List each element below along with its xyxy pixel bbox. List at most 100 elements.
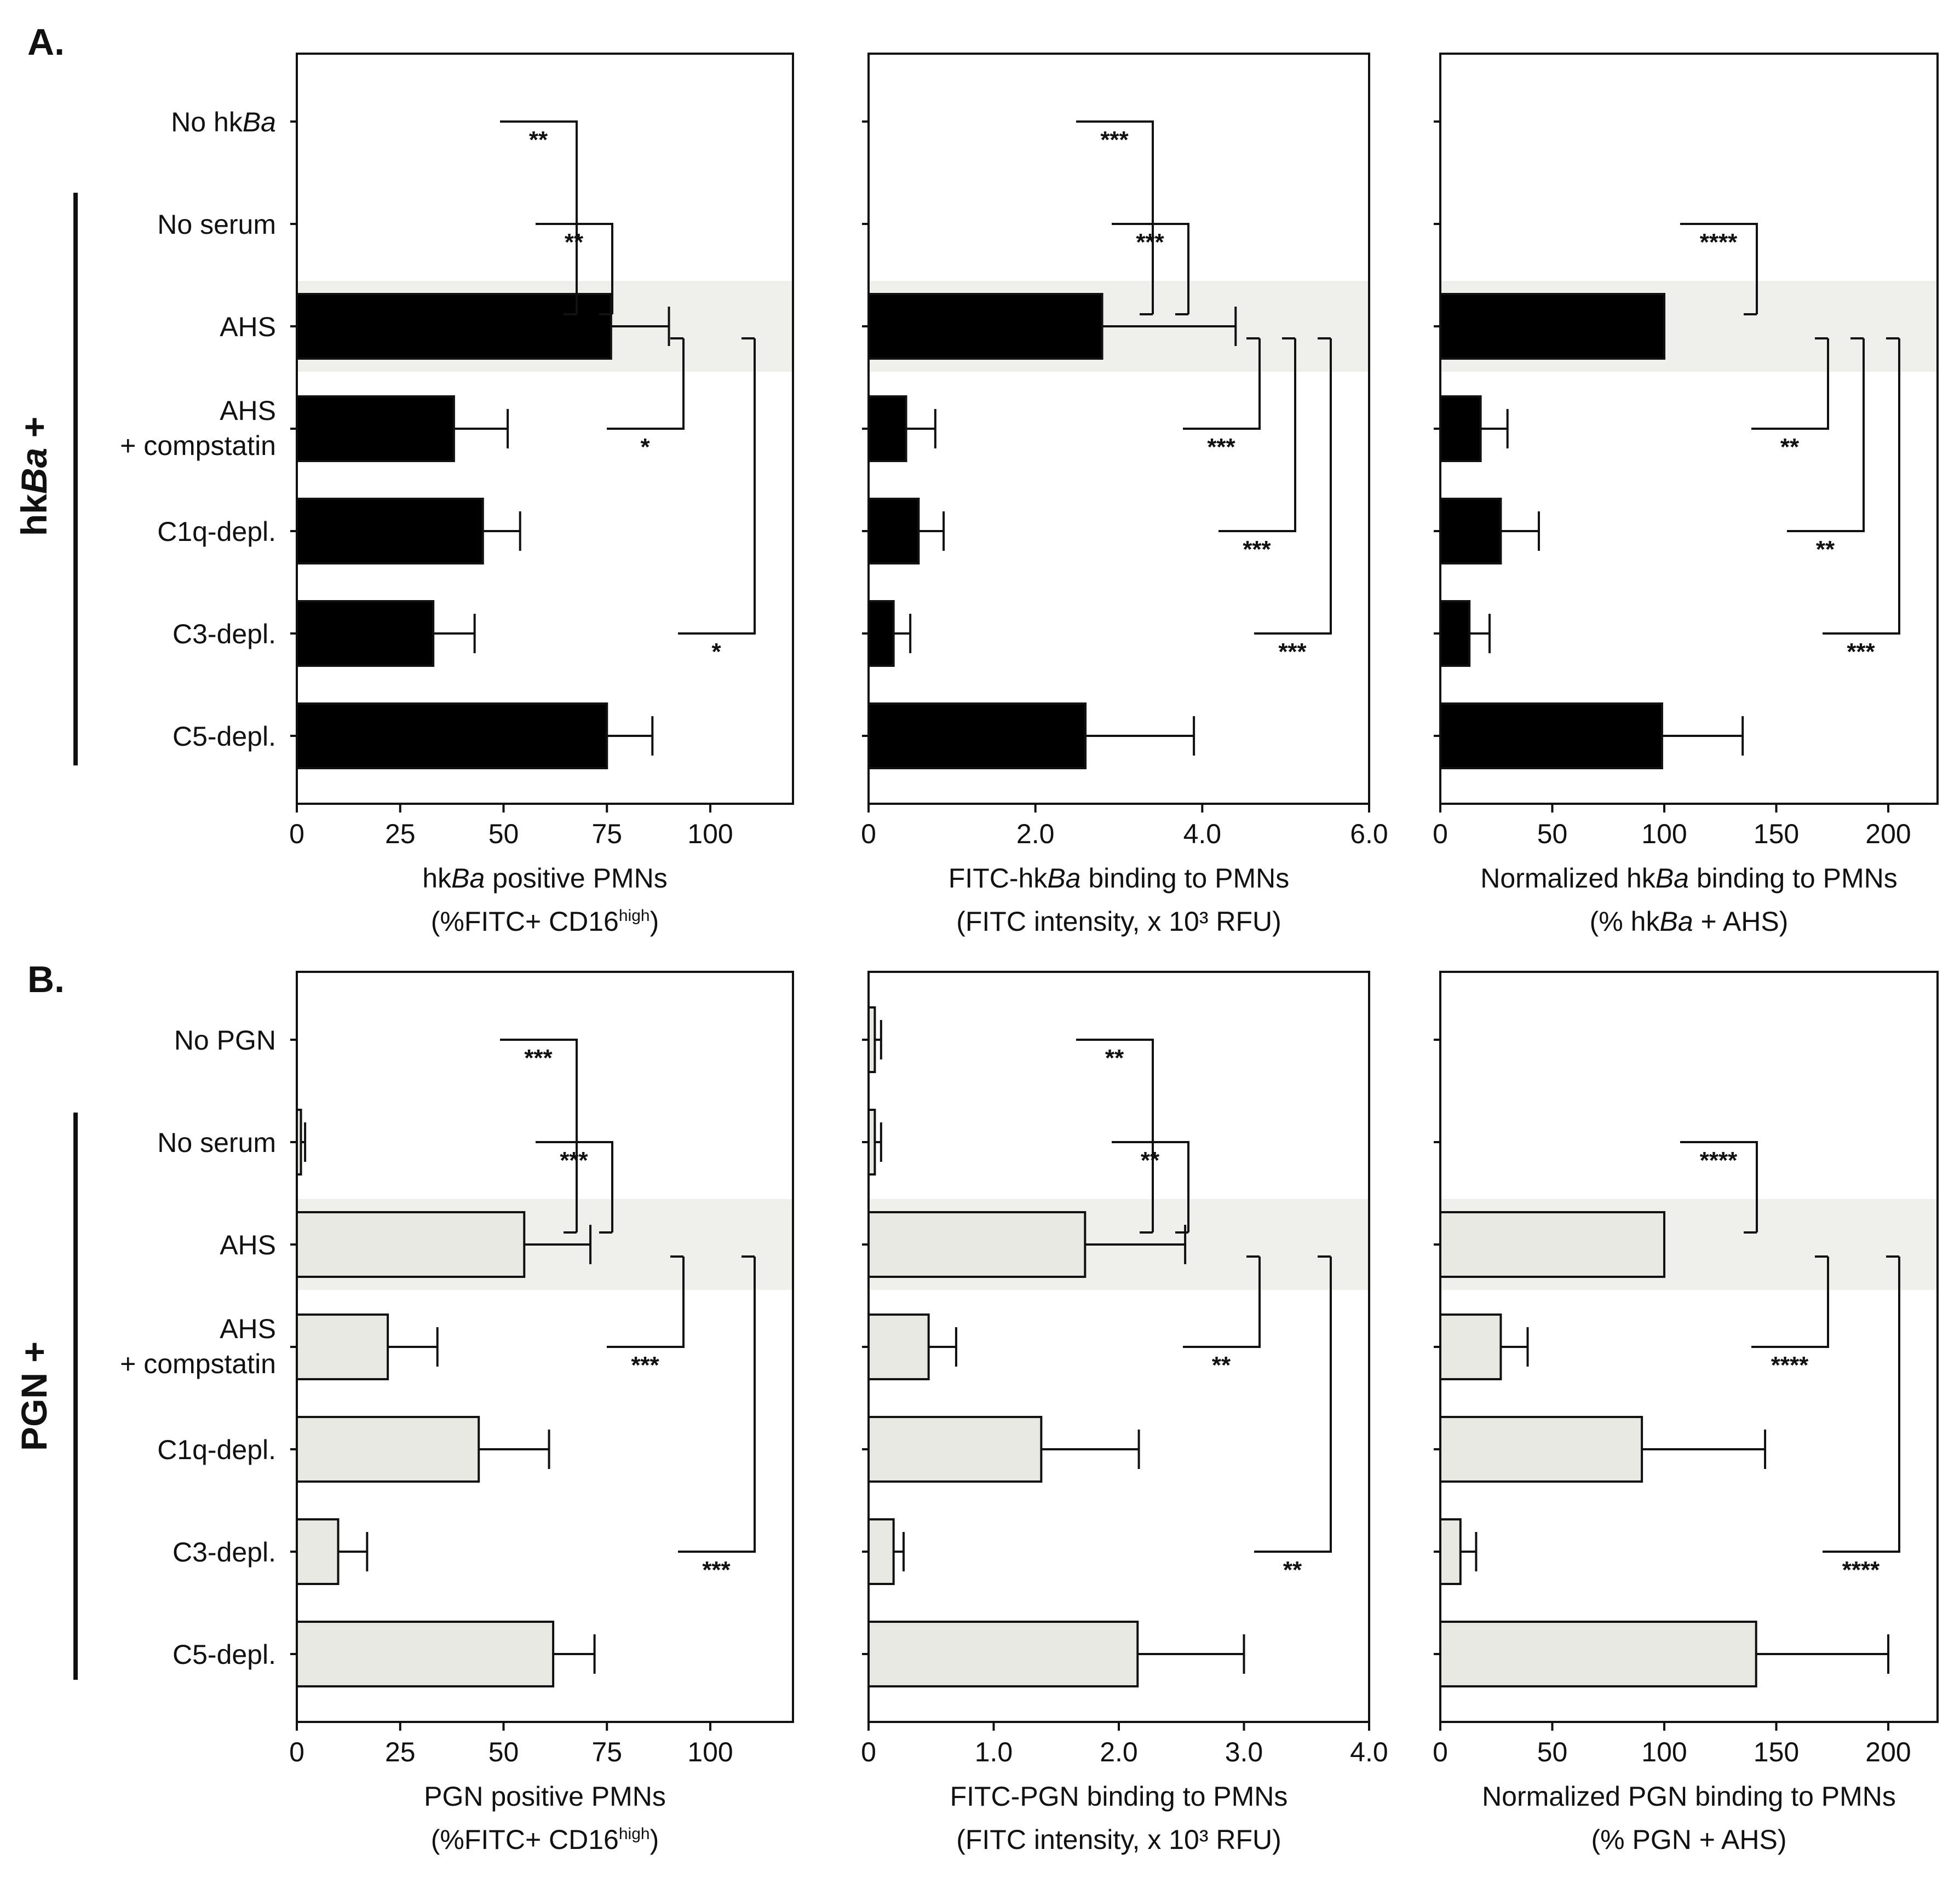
x-tick-label: 150 <box>1754 819 1799 849</box>
bar <box>1439 1211 1666 1278</box>
text-segment: AHS <box>220 1313 276 1344</box>
x-tick-label: 75 <box>591 1737 622 1767</box>
significance-label: *** <box>1847 638 1875 665</box>
significance-label: *** <box>1136 229 1164 256</box>
x-tick-label: 0 <box>861 819 876 849</box>
significance-bracket <box>1183 1257 1261 1348</box>
category-label: AHS <box>220 312 276 342</box>
x-tick-label: 200 <box>1865 1737 1911 1767</box>
significance-label: * <box>640 434 650 460</box>
x-tick-label: 4.0 <box>1183 819 1222 849</box>
x-axis-title: Normalized hkBa binding to PMNs <box>1480 863 1897 894</box>
x-tick-label: 0 <box>289 1737 304 1767</box>
significance-label: *** <box>1243 536 1271 563</box>
significance-bracket <box>1823 1257 1900 1553</box>
bar <box>296 702 608 769</box>
x-tick-label: 1.0 <box>975 1737 1013 1767</box>
group-b-label: PGN + <box>14 1341 54 1451</box>
x-tick-label: 3.0 <box>1225 1737 1263 1767</box>
significance-bracket <box>1680 223 1758 314</box>
text-segment: C1q-depl. <box>157 1434 276 1465</box>
significance-bracket <box>1254 1257 1332 1553</box>
text-segment: (% PGN + AHS) <box>1591 1824 1786 1855</box>
bar <box>867 1109 876 1176</box>
significance-label: *** <box>702 1557 731 1583</box>
bar <box>867 1313 930 1380</box>
text-segment: positive PMNs <box>485 863 667 894</box>
text-segment: PGN positive PMNs <box>424 1781 666 1812</box>
significance-bracket <box>1680 1141 1758 1232</box>
significance-label: ** <box>529 126 548 153</box>
text-segment: FITC-hk <box>949 863 1048 894</box>
x-tick-label: 6.0 <box>1350 819 1388 849</box>
significance-label: *** <box>631 1352 659 1379</box>
x-tick-label: 2.0 <box>1100 1737 1138 1767</box>
bar <box>1439 1416 1643 1483</box>
bar <box>867 1006 876 1073</box>
bar <box>296 600 435 667</box>
significance-bracket <box>1112 223 1189 314</box>
significance-label: *** <box>1278 638 1307 665</box>
text-segment: FITC-PGN binding to PMNs <box>950 1781 1288 1812</box>
category-label: No hkBa <box>171 107 276 137</box>
x-axis-subtitle: (FITC intensity, x 10³ RFU) <box>956 906 1281 937</box>
x-tick-label: 0 <box>1433 1737 1448 1767</box>
significance-bracket <box>1787 338 1865 532</box>
category-label: + compstatin <box>120 430 276 461</box>
significance-label: ** <box>565 229 584 256</box>
x-tick-label: 4.0 <box>1350 1737 1388 1767</box>
significance-bracket <box>500 120 578 314</box>
category-label: AHS <box>220 1313 276 1344</box>
x-tick-label: 100 <box>687 1737 733 1767</box>
x-tick-label: 50 <box>488 819 519 849</box>
x-axis-title: FITC-hkBa binding to PMNs <box>949 863 1289 894</box>
significance-label: **** <box>1700 229 1738 256</box>
italic-segment: Ba <box>1047 863 1080 894</box>
bar <box>867 498 920 564</box>
significance-bracket <box>678 338 756 635</box>
category-label: C5-depl. <box>173 721 276 752</box>
bar <box>296 395 455 462</box>
category-label: C5-depl. <box>173 1639 276 1670</box>
text-segment: (FITC intensity, x 10³ RFU) <box>956 1824 1281 1855</box>
group-a-label-plus: + <box>14 417 54 448</box>
significance-bracket <box>607 1257 685 1348</box>
bar <box>1439 1518 1462 1585</box>
significance-label: ** <box>1212 1352 1231 1379</box>
text-segment: No PGN <box>174 1025 276 1056</box>
significance-bracket <box>1751 338 1829 430</box>
text-segment: C5-depl. <box>173 1639 276 1670</box>
category-label: C3-depl. <box>173 1537 276 1568</box>
x-tick-label: 200 <box>1865 819 1911 849</box>
panel-a-label: A. <box>27 21 65 63</box>
x-tick-label: 0 <box>289 819 304 849</box>
bar <box>1439 498 1502 564</box>
text-segment: C3-depl. <box>173 619 276 649</box>
bar <box>867 1621 1139 1687</box>
bar <box>867 395 907 462</box>
category-label: No serum <box>157 209 276 240</box>
text-segment: hk <box>422 863 452 894</box>
text-segment: No serum <box>157 1127 276 1158</box>
x-axis-title: hkBa positive PMNs <box>422 863 667 894</box>
category-label: AHS <box>220 395 276 426</box>
category-label: No serum <box>157 1127 276 1158</box>
x-tick-label: 100 <box>687 819 733 849</box>
text-segment: + compstatin <box>120 430 276 461</box>
chart-4: 0 25 50 75 100 PGN positive PMNs (%FITC+ CD16h… <box>120 971 794 1855</box>
bar <box>867 1518 895 1585</box>
x-tick-label: 0 <box>861 1737 876 1767</box>
x-axis-title: Normalized PGN binding to PMNs <box>1482 1781 1896 1812</box>
x-axis-subtitle: (% hkBa + AHS) <box>1590 906 1789 937</box>
significance-label: ** <box>1816 536 1835 563</box>
category-label: + compstatin <box>120 1349 276 1379</box>
bar <box>296 498 484 564</box>
italic-segment: Ba <box>451 863 485 894</box>
significance-label: *** <box>1207 434 1235 460</box>
text-segment: C1q-depl. <box>157 516 276 547</box>
significance-label: * <box>711 638 721 665</box>
group-a-label-hk: hk <box>14 494 54 536</box>
x-axis-title: PGN positive PMNs <box>424 1781 666 1812</box>
